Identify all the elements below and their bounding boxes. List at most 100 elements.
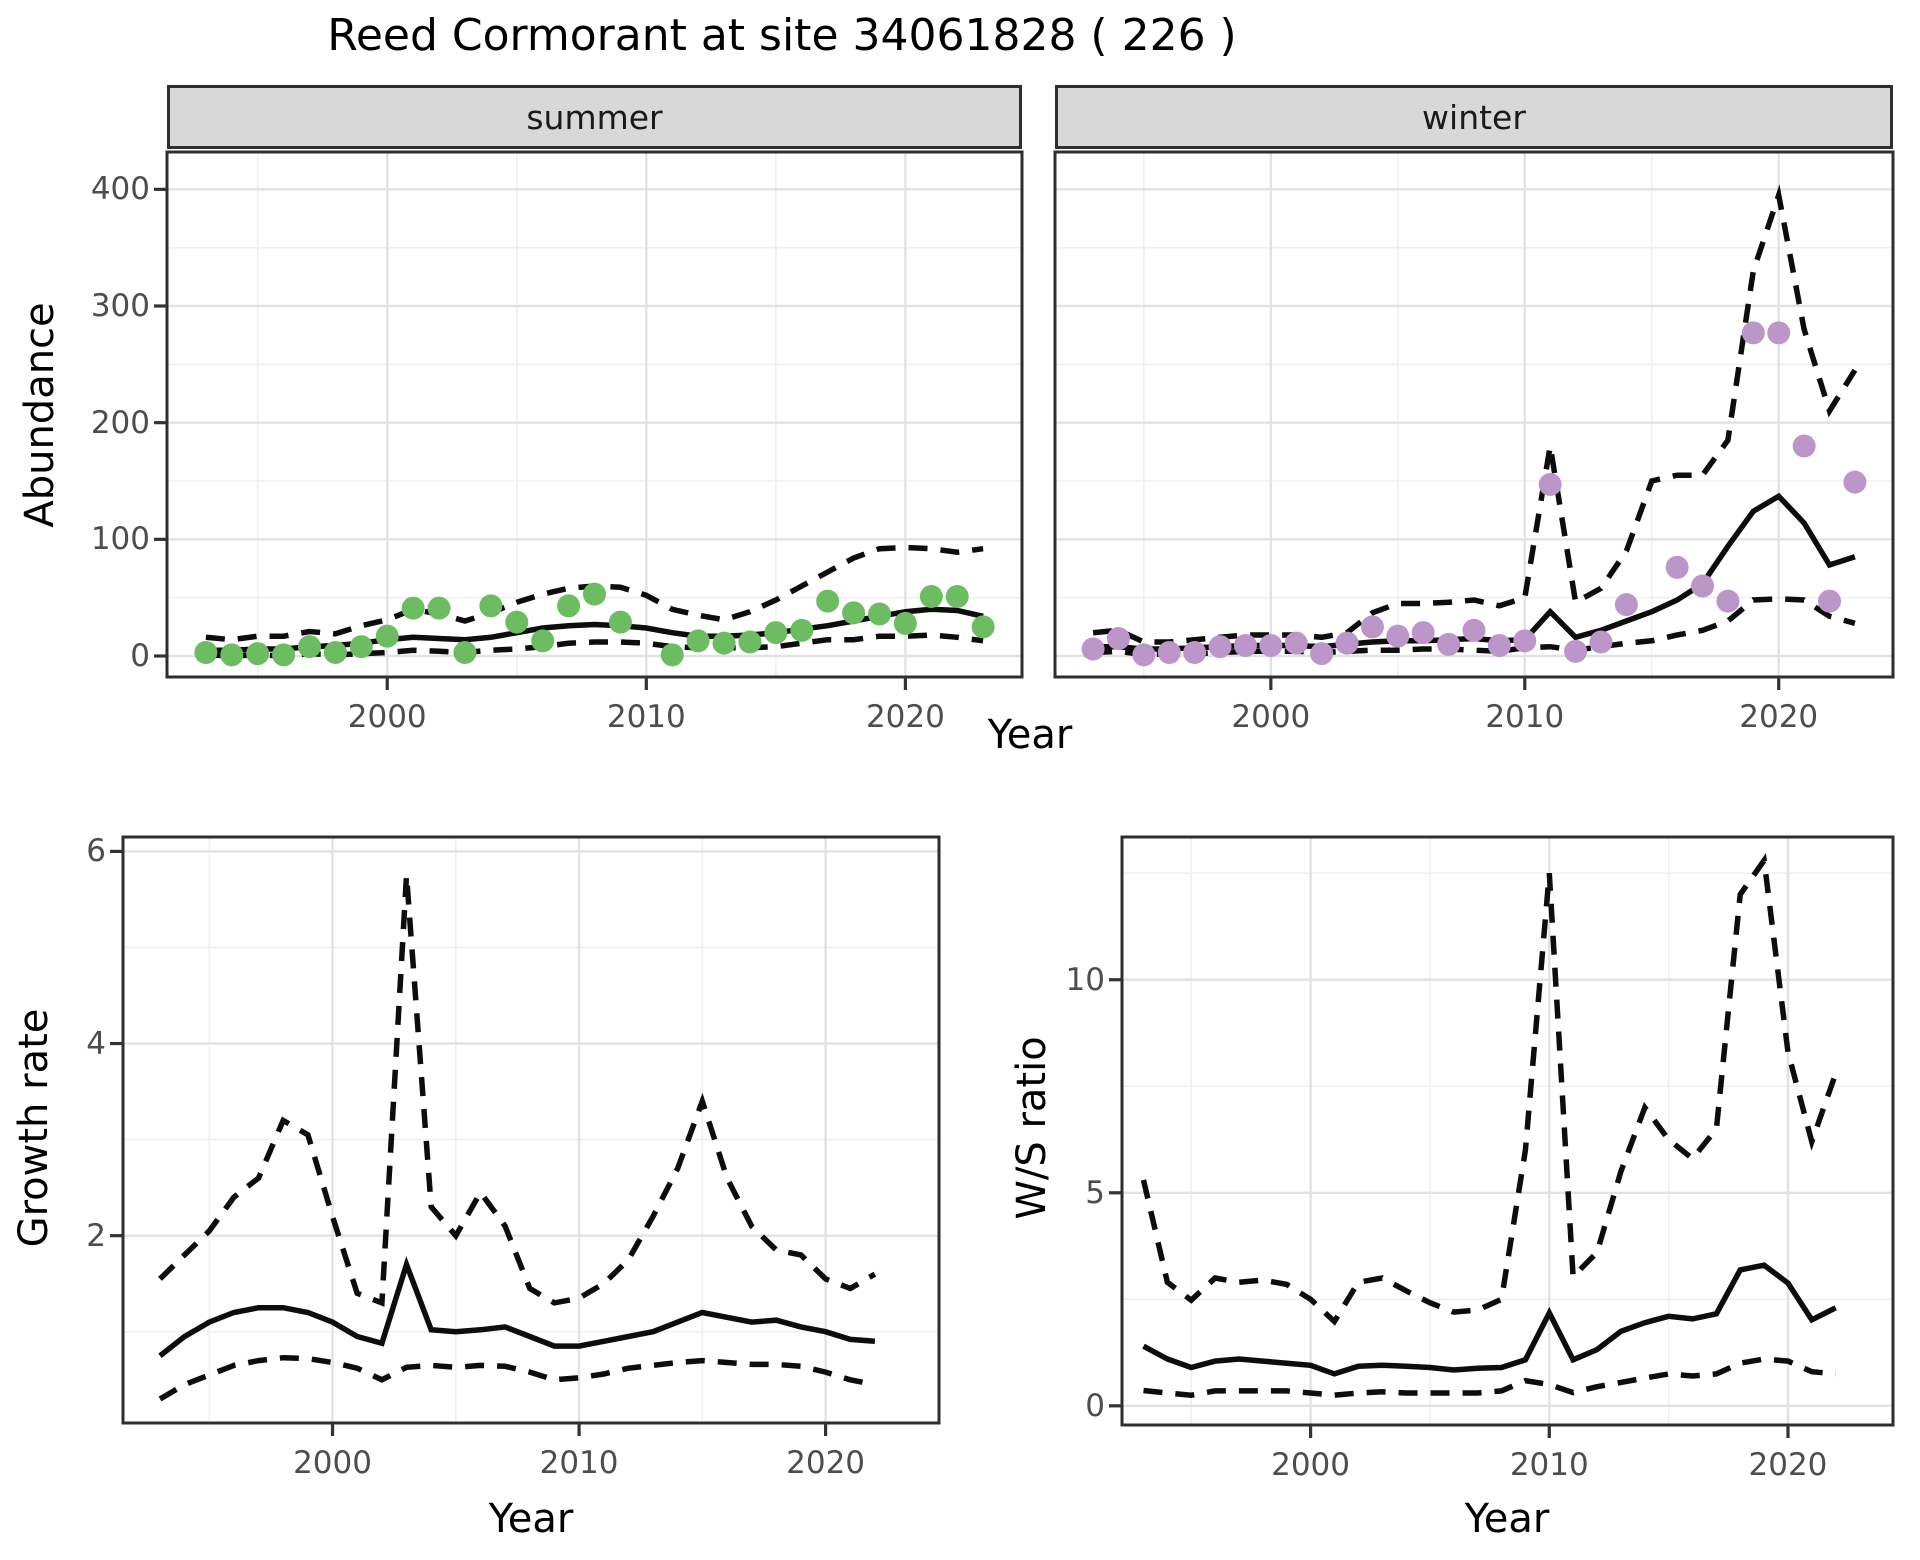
- observed-point: [1538, 473, 1562, 496]
- x-tick-label: 2010: [1509, 1447, 1589, 1483]
- observed-point: [1360, 615, 1384, 639]
- x-tick-label: 2000: [347, 699, 427, 735]
- observed-point: [1233, 634, 1257, 657]
- y-tick-label: 4: [86, 1025, 106, 1062]
- panel-abundance-winter: [1053, 150, 1895, 690]
- model-fit-line: [1142, 1262, 1837, 1377]
- observed-point: [790, 618, 814, 642]
- y-tick-label: 400: [90, 171, 150, 208]
- observed-point: [1462, 618, 1486, 642]
- observed-point: [453, 641, 477, 664]
- observed-point: [1259, 634, 1283, 657]
- observed-point: [1487, 634, 1511, 657]
- observed-point: [375, 624, 399, 648]
- observed-point: [1284, 631, 1308, 655]
- observed-point: [220, 643, 244, 667]
- x-axis-title-year-top: Year: [987, 712, 1073, 758]
- y-tick-label: 10: [1065, 961, 1105, 998]
- observed-point: [272, 643, 296, 667]
- x-tick-label: 2010: [539, 1445, 619, 1481]
- x-tick-label: 2010: [1485, 699, 1565, 735]
- observed-point: [1792, 434, 1816, 458]
- observed-point: [919, 585, 943, 608]
- observed-point: [893, 611, 917, 635]
- x-tick-label: 2000: [293, 1445, 372, 1481]
- observed-point: [1513, 629, 1537, 653]
- upper-ci-line: [158, 875, 877, 1307]
- observed-point: [816, 589, 840, 613]
- chart-title: Reed Cormorant at site 34061828 ( 226 ): [327, 10, 1237, 61]
- observed-point: [945, 585, 969, 608]
- observed-point: [712, 631, 736, 655]
- panel-growth-rate: [83, 762, 979, 1436]
- x-tick-label: 2020: [865, 699, 945, 735]
- x-tick-label: 2020: [1748, 1447, 1828, 1483]
- observed-point: [608, 610, 632, 634]
- observed-point: [298, 635, 321, 659]
- observed-point: [842, 601, 866, 625]
- observed-point: [1437, 632, 1461, 656]
- y-tick-label: 300: [90, 288, 150, 324]
- y-tick-label: 100: [90, 521, 150, 558]
- observed-point: [1411, 621, 1435, 645]
- x-tick-label: 2020: [786, 1445, 866, 1481]
- observed-point: [349, 635, 373, 659]
- facet-strip-winter: winter: [1055, 85, 1893, 149]
- lower-ci-line: [1143, 1356, 1836, 1398]
- x-tick-label: 2020: [1739, 699, 1819, 735]
- observed-point: [557, 594, 581, 618]
- observed-point: [323, 641, 347, 664]
- observed-point: [1106, 627, 1130, 650]
- observed-point: [660, 643, 684, 667]
- observed-point: [1386, 624, 1410, 648]
- observed-point: [583, 582, 606, 606]
- y-tick-label: 0: [130, 638, 150, 674]
- observed-point: [1183, 641, 1207, 664]
- observed-point: [971, 615, 995, 639]
- panel-abundance-summer: [154, 150, 1024, 690]
- observed-point: [505, 610, 529, 634]
- observed-point: [1564, 639, 1588, 663]
- observed-point: [1843, 470, 1867, 494]
- observed-point: [686, 629, 710, 653]
- observed-point: [1589, 630, 1613, 654]
- observed-point: [427, 596, 451, 620]
- facet-strip-summer: summer: [167, 85, 1022, 149]
- observed-point: [246, 642, 270, 666]
- lower-ci-line: [158, 1354, 876, 1402]
- observed-point: [764, 621, 788, 645]
- observed-point: [401, 596, 425, 620]
- y-tick-label: 5: [1085, 1174, 1105, 1211]
- x-axis-title-year-ws: Year: [1464, 1496, 1550, 1542]
- observed-point: [1310, 642, 1334, 666]
- observed-point: [479, 594, 503, 618]
- y-tick-label: 0: [1085, 1387, 1105, 1424]
- observed-point: [1208, 635, 1232, 659]
- panel-ws-ratio: [1082, 762, 1920, 1438]
- y-tick-label: 200: [90, 404, 150, 441]
- observed-point: [1132, 643, 1156, 667]
- y-tick-label: 2: [86, 1217, 106, 1254]
- observed-point: [1691, 574, 1715, 598]
- model-fit-line: [158, 1256, 876, 1358]
- observed-point: [1081, 637, 1105, 661]
- observed-point: [1335, 631, 1359, 655]
- observed-point: [868, 602, 891, 626]
- observed-point: [1157, 641, 1181, 664]
- observed-point: [1767, 321, 1791, 345]
- observed-point: [1614, 593, 1638, 617]
- observed-point: [738, 630, 762, 654]
- observed-point: [194, 641, 218, 664]
- observed-point: [1665, 555, 1689, 579]
- observed-point: [1818, 589, 1842, 613]
- x-tick-label: 2000: [1271, 1447, 1351, 1483]
- y-tick-label: 6: [86, 833, 106, 870]
- upper-ci-line: [1140, 852, 1839, 1326]
- x-tick-label: 2000: [1231, 699, 1311, 735]
- observed-point: [1741, 321, 1765, 345]
- observed-point: [1716, 589, 1740, 613]
- observed-point: [531, 629, 555, 653]
- x-axis-title-year-growth: Year: [488, 1496, 574, 1542]
